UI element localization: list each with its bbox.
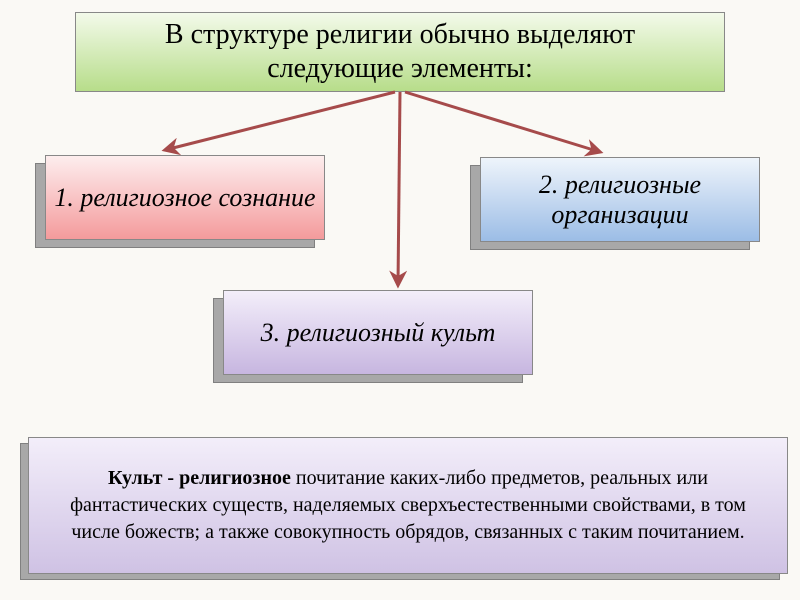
arrow <box>398 92 400 285</box>
arrow <box>165 92 395 150</box>
node-1-text: 1. религиозное сознание <box>54 183 315 213</box>
node-1: 1. религиозное сознание <box>45 155 325 240</box>
node-2-text: 2. религиозные организации <box>481 170 759 230</box>
definition-text: Культ - религиозное почитание каких-либо… <box>49 465 767 546</box>
definition-box: Культ - религиозное почитание каких-либо… <box>28 437 788 574</box>
definition-lead: Культ - религиозное <box>108 467 291 489</box>
node-2: 2. религиозные организации <box>480 157 760 242</box>
title-text: В структуре религии обычно выделяют след… <box>96 18 704 85</box>
node-3: 3. религиозный культ <box>223 290 533 375</box>
title-box: В структуре религии обычно выделяют след… <box>75 12 725 92</box>
node-3-text: 3. религиозный культ <box>261 318 496 348</box>
arrow <box>405 92 600 152</box>
